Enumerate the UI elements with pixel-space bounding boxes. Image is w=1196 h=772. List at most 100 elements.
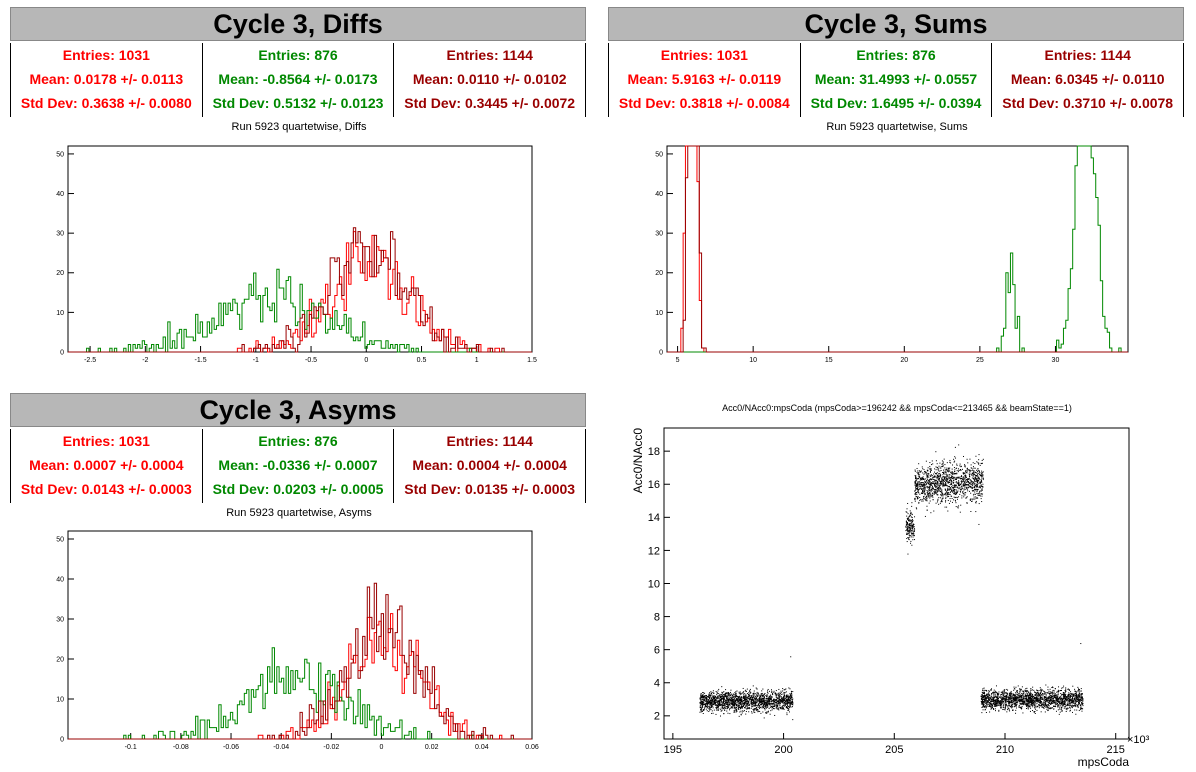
x-tick-label: -0.02 (323, 744, 339, 751)
scatter-point (1080, 643, 1082, 645)
stat-mean: Mean: 0.0007 +/- 0.0004 (29, 457, 184, 473)
y-tick-label: 4 (654, 678, 660, 690)
x-tick-label: -0.08 (173, 744, 189, 751)
stat-entries: Entries: 1031 (660, 47, 748, 63)
stats-box: Entries: 1031 Mean: 0.0007 +/- 0.0004 St… (10, 429, 586, 503)
x-tick-label: 5 (676, 357, 680, 364)
scatter-point (978, 523, 980, 525)
plot-frame (663, 427, 1130, 740)
scatter-point (790, 656, 792, 658)
stats-column-red: Entries: 1031 Mean: 5.9163 +/- 0.0119 St… (609, 43, 801, 117)
stats-column-darkred: Entries: 1144 Mean: 6.0345 +/- 0.0110 St… (992, 43, 1183, 117)
plot-title: Run 5923 quartetwise, Sums (826, 121, 968, 133)
scatter-cluster (914, 444, 984, 517)
stat-mean: Mean: 6.0345 +/- 0.0110 (1010, 71, 1165, 87)
y-tick-label: 10 (655, 310, 663, 317)
y-tick-label: 30 (56, 231, 64, 238)
stats-column-darkred: Entries: 1144 Mean: 0.0004 +/- 0.0004 St… (394, 429, 585, 503)
y-tick-label: 10 (56, 310, 64, 317)
x-tick-label: 10 (749, 357, 757, 364)
y-tick-label: 40 (56, 576, 64, 583)
x-tick-label: -2 (142, 357, 148, 364)
stat-mean: Mean: 31.4993 +/- 0.0557 (814, 71, 978, 87)
y-tick-label: 6 (654, 645, 660, 657)
stat-entries: Entries: 876 (856, 47, 936, 63)
y-tick-label: 50 (655, 151, 663, 158)
stat-std: Std Dev: 0.3710 +/- 0.0078 (1002, 95, 1174, 111)
stat-std: Std Dev: 0.3445 +/- 0.0072 (404, 95, 576, 111)
histogram-darkred-series (68, 227, 532, 353)
stat-mean: Mean: 0.0178 +/- 0.0113 (29, 71, 184, 87)
stat-std: Std Dev: 1.6495 +/- 0.0394 (810, 95, 982, 111)
x-tick-label: 20 (900, 357, 908, 364)
plot-frame (67, 145, 533, 353)
y-axis-label: Acc0/NAcc0 (631, 428, 645, 494)
stat-entries: Entries: 1031 (62, 47, 150, 63)
x-tick-label: 1 (475, 357, 479, 364)
x-tick-label: -0.04 (273, 744, 289, 751)
stats-column-darkred: Entries: 1144 Mean: 0.0110 +/- 0.0102 St… (394, 43, 585, 117)
stats-column-red: Entries: 1031 Mean: 0.0007 +/- 0.0004 St… (11, 429, 203, 503)
y-tick-label: 40 (655, 191, 663, 198)
scatter-cluster (980, 684, 1084, 715)
y-tick-label: 2 (654, 711, 660, 723)
x-tick-label: 0.5 (417, 357, 427, 364)
x-tick-label: 1.5 (527, 357, 537, 364)
y-tick-label: 20 (56, 656, 64, 663)
plot-title: Run 5923 quartetwise, Asyms (226, 507, 372, 519)
panel-title: Cycle 3, Sums (608, 7, 1184, 41)
histogram-darkred-series (68, 582, 532, 740)
x-tick-label: 30 (1052, 357, 1060, 364)
stat-entries: Entries: 876 (258, 47, 338, 63)
y-tick-label: 20 (56, 270, 64, 277)
x-tick-label: -0.06 (223, 744, 239, 751)
y-tick-label: 0 (60, 349, 64, 356)
y-tick-label: 20 (655, 270, 663, 277)
stat-std: Std Dev: 0.3818 +/- 0.0084 (618, 95, 790, 111)
scatter-cluster (905, 502, 916, 555)
stat-std: Std Dev: 0.0143 +/- 0.0003 (20, 481, 192, 497)
stats-column-red: Entries: 1031 Mean: 0.0178 +/- 0.0113 St… (11, 43, 203, 117)
x-tick-label: 195 (664, 744, 682, 756)
histogram-green-series (68, 268, 532, 353)
y-tick-label: 30 (655, 231, 663, 238)
stats-column-green: Entries: 876 Mean: -0.8564 +/- 0.0173 St… (203, 43, 395, 117)
stat-entries: Entries: 1144 (446, 47, 533, 63)
x-tick-label: 0.06 (525, 744, 539, 751)
stat-mean: Mean: 5.9163 +/- 0.0119 (627, 71, 782, 87)
stat-entries: Entries: 876 (258, 433, 338, 449)
diffs-quadrant: Cycle 3, Diffs Entries: 1031 Mean: 0.017… (0, 0, 598, 386)
stat-mean: Mean: -0.0336 +/- 0.0007 (218, 457, 378, 473)
plot-title: Run 5923 quartetwise, Diffs (231, 121, 367, 133)
x-tick-label: 25 (976, 357, 984, 364)
stat-std: Std Dev: 0.5132 +/- 0.0123 (212, 95, 384, 111)
y-tick-label: 10 (56, 696, 64, 703)
x-tick-label: -2.5 (84, 357, 96, 364)
stat-mean: Mean: -0.8564 +/- 0.0173 (218, 71, 378, 87)
x-tick-label: 215 (1107, 744, 1125, 756)
x-axis-exponent: ×10³ (1127, 734, 1150, 746)
x-axis-label: mpsCoda (1078, 755, 1130, 769)
x-tick-label: -1 (253, 357, 259, 364)
y-tick-label: 10 (648, 578, 660, 590)
y-tick-label: 12 (648, 545, 660, 557)
stat-entries: Entries: 1144 (1044, 47, 1131, 63)
y-tick-label: 0 (659, 349, 663, 356)
y-tick-label: 50 (56, 151, 64, 158)
x-tick-label: 0 (380, 744, 384, 751)
x-tick-label: 0.04 (475, 744, 489, 751)
y-tick-label: 30 (56, 616, 64, 623)
x-tick-label: 15 (825, 357, 833, 364)
x-tick-label: 205 (885, 744, 903, 756)
stat-entries: Entries: 1144 (446, 433, 533, 449)
y-tick-label: 0 (60, 736, 64, 743)
sums-quadrant: Cycle 3, Sums Entries: 1031 Mean: 5.9163… (598, 0, 1196, 386)
x-tick-label: 0.02 (425, 744, 439, 751)
scatter-title: Acc0/NAcc0:mpsCoda (mpsCoda>=196242 && m… (722, 403, 1072, 413)
asyms-quadrant: Cycle 3, Asyms Entries: 1031 Mean: 0.000… (0, 386, 598, 772)
stat-std: Std Dev: 0.0135 +/- 0.0003 (404, 481, 576, 497)
